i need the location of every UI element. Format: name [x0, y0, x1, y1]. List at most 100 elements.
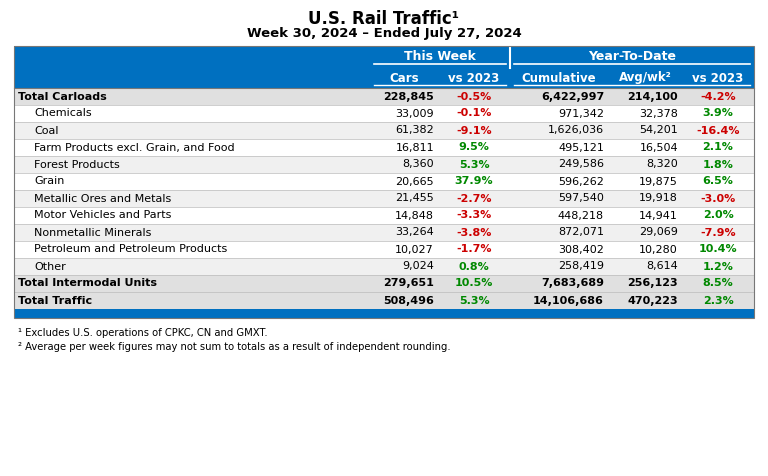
Text: 6,422,997: 6,422,997 — [541, 91, 604, 101]
Bar — [14, 122, 754, 139]
Text: Cumulative: Cumulative — [521, 71, 596, 85]
Text: -9.1%: -9.1% — [456, 126, 492, 136]
Text: 14,941: 14,941 — [639, 210, 678, 220]
Text: Total Traffic: Total Traffic — [18, 296, 92, 306]
Text: -16.4%: -16.4% — [697, 126, 740, 136]
Text: 2.3%: 2.3% — [703, 296, 733, 306]
Text: 2.1%: 2.1% — [703, 142, 733, 152]
Text: Petroleum and Petroleum Products: Petroleum and Petroleum Products — [34, 245, 227, 255]
Text: 1.8%: 1.8% — [703, 159, 733, 169]
Text: 249,586: 249,586 — [558, 159, 604, 169]
Text: 19,875: 19,875 — [639, 177, 678, 187]
Bar — [14, 105, 754, 122]
Text: 228,845: 228,845 — [383, 91, 434, 101]
Text: 10.5%: 10.5% — [455, 278, 493, 288]
Text: Other: Other — [34, 261, 66, 271]
Text: Forest Products: Forest Products — [34, 159, 120, 169]
Text: 6.5%: 6.5% — [703, 177, 733, 187]
Text: 0.8%: 0.8% — [458, 261, 489, 271]
Text: 37.9%: 37.9% — [455, 177, 493, 187]
Text: 5.3%: 5.3% — [458, 296, 489, 306]
Text: Avg/wk²: Avg/wk² — [619, 71, 671, 85]
Bar — [14, 68, 754, 88]
Bar — [14, 241, 754, 258]
Text: 596,262: 596,262 — [558, 177, 604, 187]
Text: 29,069: 29,069 — [639, 228, 678, 238]
Bar — [14, 46, 754, 68]
Text: vs 2023: vs 2023 — [693, 71, 743, 85]
Bar — [14, 275, 754, 292]
Text: 32,378: 32,378 — [639, 109, 678, 119]
Text: -0.5%: -0.5% — [456, 91, 492, 101]
Text: 3.9%: 3.9% — [703, 109, 733, 119]
Text: 1,626,036: 1,626,036 — [548, 126, 604, 136]
Text: 214,100: 214,100 — [627, 91, 678, 101]
Text: 14,106,686: 14,106,686 — [533, 296, 604, 306]
Text: 279,651: 279,651 — [383, 278, 434, 288]
Text: 258,419: 258,419 — [558, 261, 604, 271]
Text: 10.4%: 10.4% — [699, 245, 737, 255]
Text: 33,009: 33,009 — [396, 109, 434, 119]
Bar — [14, 224, 754, 241]
Text: 1.2%: 1.2% — [703, 261, 733, 271]
Text: 8,614: 8,614 — [646, 261, 678, 271]
Text: 21,455: 21,455 — [396, 194, 434, 204]
Text: Year-To-Date: Year-To-Date — [588, 50, 676, 63]
Text: Motor Vehicles and Parts: Motor Vehicles and Parts — [34, 210, 171, 220]
Text: 14,848: 14,848 — [395, 210, 434, 220]
Text: 495,121: 495,121 — [558, 142, 604, 152]
Bar — [14, 88, 754, 105]
Bar — [14, 292, 754, 309]
Bar — [14, 173, 754, 190]
Text: vs 2023: vs 2023 — [449, 71, 500, 85]
Text: Chemicals: Chemicals — [34, 109, 91, 119]
Text: Grain: Grain — [34, 177, 65, 187]
Text: Total Carloads: Total Carloads — [18, 91, 107, 101]
Text: -2.7%: -2.7% — [456, 194, 492, 204]
Text: -3.8%: -3.8% — [456, 228, 492, 238]
Text: U.S. Rail Traffic¹: U.S. Rail Traffic¹ — [309, 10, 459, 28]
Bar — [14, 309, 754, 318]
Bar — [14, 156, 754, 173]
Text: This Week: This Week — [404, 50, 476, 63]
Bar — [14, 139, 754, 156]
Text: 2.0%: 2.0% — [703, 210, 733, 220]
Text: 10,027: 10,027 — [396, 245, 434, 255]
Text: 16,504: 16,504 — [640, 142, 678, 152]
Text: Total Intermodal Units: Total Intermodal Units — [18, 278, 157, 288]
Text: 19,918: 19,918 — [639, 194, 678, 204]
Text: Nonmetallic Minerals: Nonmetallic Minerals — [34, 228, 151, 238]
Text: ¹ Excludes U.S. operations of CPKC, CN and GMXT.: ¹ Excludes U.S. operations of CPKC, CN a… — [18, 328, 267, 338]
Text: -3.3%: -3.3% — [456, 210, 492, 220]
Text: -4.2%: -4.2% — [700, 91, 736, 101]
Text: 5.3%: 5.3% — [458, 159, 489, 169]
Text: 256,123: 256,123 — [627, 278, 678, 288]
Bar — [14, 46, 754, 318]
Text: -3.0%: -3.0% — [700, 194, 736, 204]
Text: 971,342: 971,342 — [558, 109, 604, 119]
Bar — [14, 207, 754, 224]
Text: 8.5%: 8.5% — [703, 278, 733, 288]
Text: 8,320: 8,320 — [646, 159, 678, 169]
Bar — [14, 258, 754, 275]
Text: Metallic Ores and Metals: Metallic Ores and Metals — [34, 194, 171, 204]
Text: 9,024: 9,024 — [402, 261, 434, 271]
Text: 508,496: 508,496 — [383, 296, 434, 306]
Text: 16,811: 16,811 — [396, 142, 434, 152]
Text: ² Average per week figures may not sum to totals as a result of independent roun: ² Average per week figures may not sum t… — [18, 342, 451, 352]
Text: -7.9%: -7.9% — [700, 228, 736, 238]
Text: 872,071: 872,071 — [558, 228, 604, 238]
Text: 308,402: 308,402 — [558, 245, 604, 255]
Text: -1.7%: -1.7% — [456, 245, 492, 255]
Text: 470,223: 470,223 — [627, 296, 678, 306]
Text: Farm Products excl. Grain, and Food: Farm Products excl. Grain, and Food — [34, 142, 235, 152]
Text: Cars: Cars — [389, 71, 419, 85]
Text: 61,382: 61,382 — [396, 126, 434, 136]
Text: 20,665: 20,665 — [396, 177, 434, 187]
Text: 54,201: 54,201 — [639, 126, 678, 136]
Text: 448,218: 448,218 — [558, 210, 604, 220]
Text: 9.5%: 9.5% — [458, 142, 489, 152]
Text: 8,360: 8,360 — [402, 159, 434, 169]
Text: 7,683,689: 7,683,689 — [541, 278, 604, 288]
Text: 597,540: 597,540 — [558, 194, 604, 204]
